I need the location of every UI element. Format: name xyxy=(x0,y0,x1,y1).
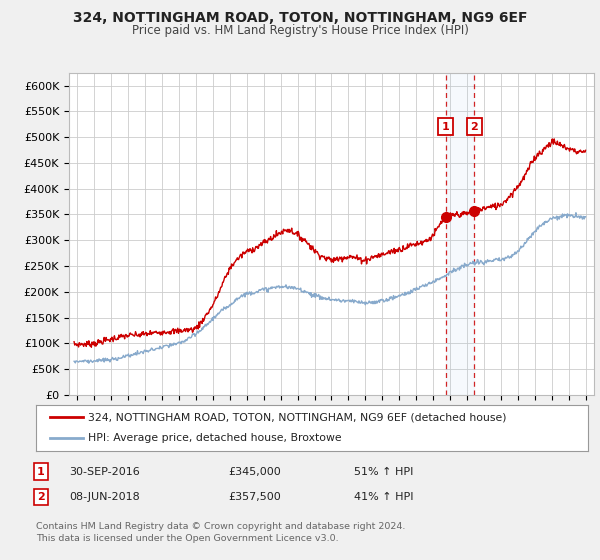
Text: Price paid vs. HM Land Registry's House Price Index (HPI): Price paid vs. HM Land Registry's House … xyxy=(131,24,469,36)
Text: 51% ↑ HPI: 51% ↑ HPI xyxy=(354,466,413,477)
Text: 2: 2 xyxy=(37,492,44,502)
Text: HPI: Average price, detached house, Broxtowe: HPI: Average price, detached house, Brox… xyxy=(88,433,342,444)
Text: Contains HM Land Registry data © Crown copyright and database right 2024.
This d: Contains HM Land Registry data © Crown c… xyxy=(36,522,406,543)
Text: 08-JUN-2018: 08-JUN-2018 xyxy=(69,492,140,502)
Text: £345,000: £345,000 xyxy=(228,466,281,477)
Bar xyxy=(446,73,475,395)
Text: 1: 1 xyxy=(442,122,449,132)
Text: 1: 1 xyxy=(37,466,44,477)
Text: £357,500: £357,500 xyxy=(228,492,281,502)
Text: 324, NOTTINGHAM ROAD, TOTON, NOTTINGHAM, NG9 6EF: 324, NOTTINGHAM ROAD, TOTON, NOTTINGHAM,… xyxy=(73,11,527,25)
Text: 324, NOTTINGHAM ROAD, TOTON, NOTTINGHAM, NG9 6EF (detached house): 324, NOTTINGHAM ROAD, TOTON, NOTTINGHAM,… xyxy=(88,412,507,422)
Text: 30-SEP-2016: 30-SEP-2016 xyxy=(69,466,140,477)
Text: 2: 2 xyxy=(470,122,478,132)
Text: 41% ↑ HPI: 41% ↑ HPI xyxy=(354,492,413,502)
